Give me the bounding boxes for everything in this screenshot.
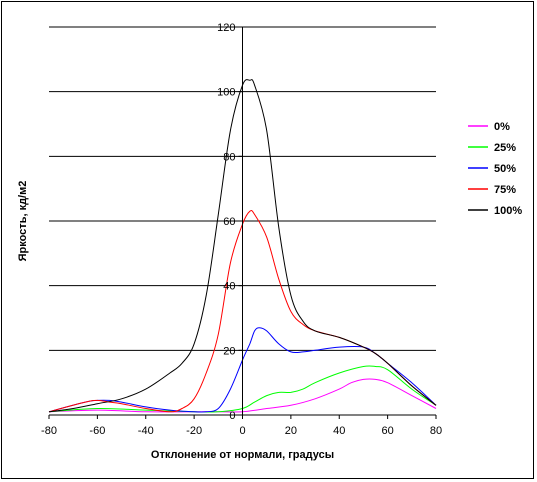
x-tick-label-0: -80 — [41, 425, 57, 437]
y-tick-label-0: 0 — [229, 410, 235, 422]
x-tick-label-4: 0 — [239, 425, 245, 437]
y-tick-label-2: 40 — [223, 281, 235, 293]
x-tick-label-5: 20 — [285, 425, 297, 437]
legend-label-3: 75% — [494, 184, 516, 196]
legend-label-4: 100% — [494, 205, 522, 217]
x-tick-label-7: 60 — [382, 425, 394, 437]
x-axis-title: Отклонение от нормали, градусы — [151, 449, 334, 461]
x-tick-label-6: 40 — [333, 425, 345, 437]
legend-label-2: 50% — [494, 163, 516, 175]
x-tick-label-2: -40 — [138, 425, 154, 437]
x-tick-label-1: -60 — [89, 425, 105, 437]
y-tick-label-6: 120 — [217, 22, 235, 34]
y-tick-label-4: 80 — [223, 151, 235, 163]
x-tick-label-8: 80 — [430, 425, 442, 437]
legend: 0% 25% 50% 75% 100% — [468, 121, 522, 217]
y-tick-label-1: 20 — [223, 345, 235, 357]
series-lines — [48, 79, 437, 413]
y-axis-title: Яркость, кд/м2 — [17, 181, 29, 262]
tick-labels: -80 -60 -40 -20 0 20 40 60 80 0 20 40 60 80 100 120 — [41, 22, 442, 437]
legend-label-0: 0% — [494, 121, 510, 133]
legend-label-1: 25% — [494, 142, 516, 154]
x-tick-label-3: -20 — [186, 425, 202, 437]
series-line-4 — [48, 79, 437, 413]
y-tick-label-3: 60 — [223, 216, 235, 228]
axes — [48, 26, 437, 419]
y-tick-label-5: 100 — [217, 87, 235, 99]
